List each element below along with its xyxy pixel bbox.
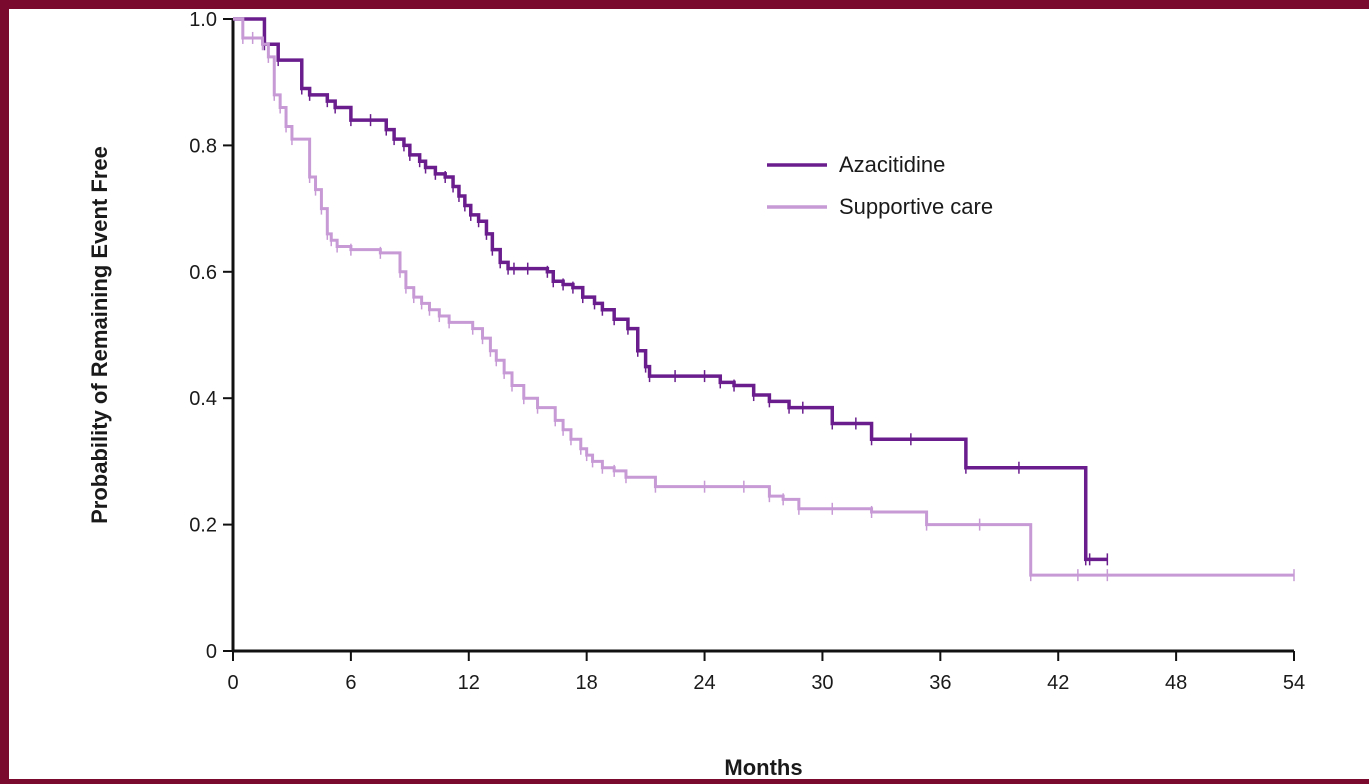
x-tick-label: 0 — [227, 672, 238, 694]
x-tick-label: 6 — [345, 672, 356, 694]
x-tick-label: 42 — [1047, 672, 1069, 694]
y-tick-label: 1.0 — [189, 9, 217, 31]
y-tick-label: 0.8 — [189, 135, 217, 157]
y-ticks: 0 0.2 0.4 0.6 0.8 1.0 — [189, 9, 233, 663]
y-tick-label: 0.6 — [189, 262, 217, 284]
y-tick-label: 0 — [206, 641, 217, 663]
y-axis-title: Probability of Remaining Event Free — [87, 146, 112, 524]
x-tick-label: 18 — [576, 672, 598, 694]
series-line-supportive-care — [233, 17, 1294, 577]
km-chart: 0 6 12 18 24 30 36 42 48 54 0 0.2 0.4 0.6 0.8 1.0 Mont… — [87, 9, 1305, 780]
x-tick-label: 24 — [693, 672, 715, 694]
legend-label-azacitidine: Azacitidine — [839, 152, 945, 177]
series-line-azacitidine — [233, 17, 1108, 562]
series-layer — [233, 17, 1295, 582]
y-tick-label: 0.2 — [189, 515, 217, 537]
x-tick-label: 48 — [1165, 672, 1187, 694]
x-tick-label: 54 — [1283, 672, 1305, 694]
x-tick-label: 30 — [811, 672, 833, 694]
x-ticks: 0 6 12 18 24 30 36 42 48 54 — [227, 651, 1305, 694]
x-tick-label: 36 — [929, 672, 951, 694]
x-tick-label: 12 — [458, 672, 480, 694]
y-tick-label: 0.4 — [189, 388, 217, 410]
legend-label-supportive-care: Supportive care — [839, 194, 993, 219]
chart-frame: 0 6 12 18 24 30 36 42 48 54 0 0.2 0.4 0.6 0.8 1.0 Mont… — [9, 9, 1369, 780]
x-axis-title: Months — [724, 755, 802, 779]
axes: 0 6 12 18 24 30 36 42 48 54 0 0.2 0.4 0.6 0.8 1.0 — [189, 9, 1305, 694]
legend: Azacitidine Supportive care — [767, 152, 993, 219]
